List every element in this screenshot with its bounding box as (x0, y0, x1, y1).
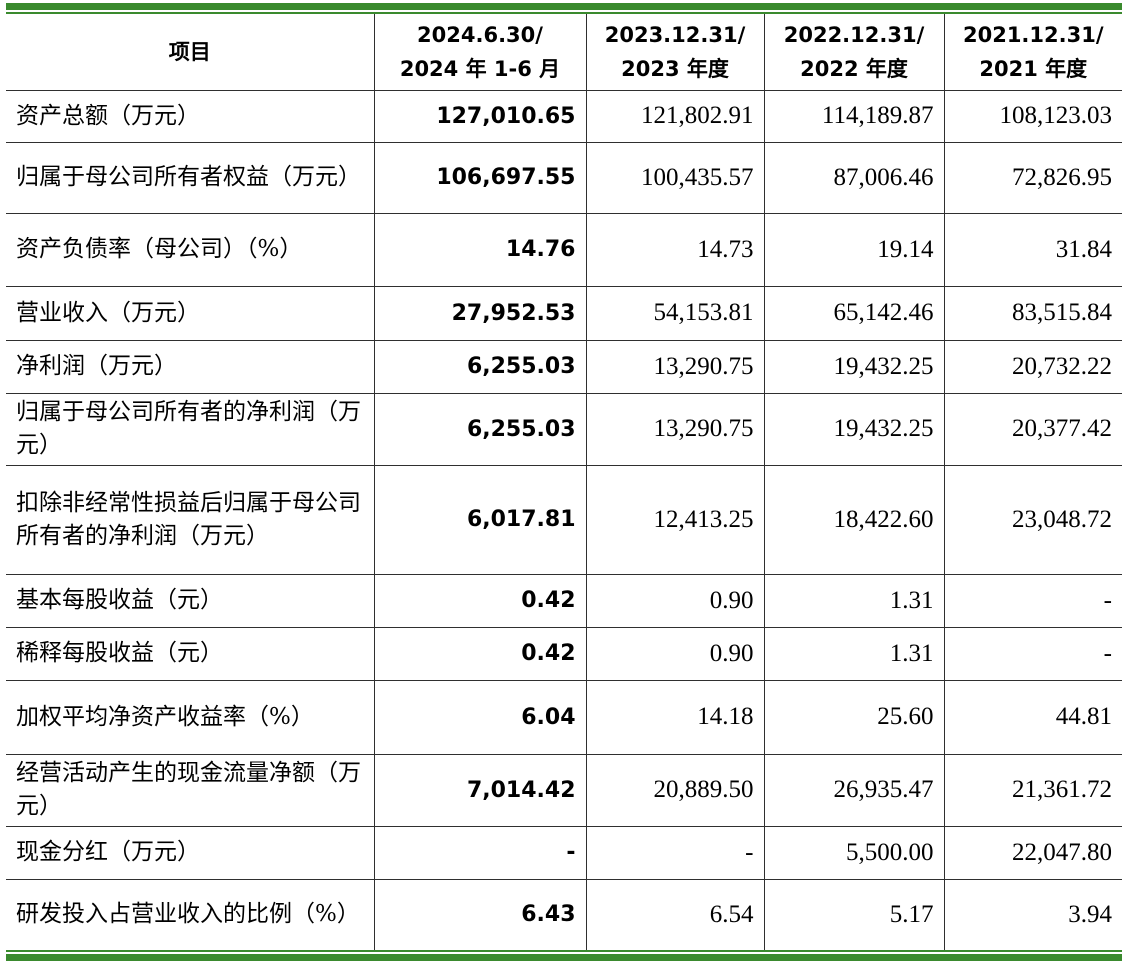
value-2023: 121,802.91 (585, 89, 765, 143)
header-col-2022: 2022.12.31/ 2022 年度 (763, 14, 945, 91)
value-2023: 14.18 (585, 679, 765, 755)
value-2021: 20,732.22 (943, 339, 1122, 394)
value-2021: 108,123.03 (943, 89, 1122, 143)
table-row: 基本每股收益（元） 0.42 0.90 1.31 - (6, 573, 1122, 628)
value-2023: 12,413.25 (585, 464, 765, 575)
header-col-line2: 2024 年 1-6 月 (399, 56, 561, 81)
table-row: 扣除非经常性损益后归属于母公司所有者的净利润（万元） 6,017.81 12,4… (6, 464, 1122, 575)
value-2022: 5,500.00 (763, 825, 945, 880)
financial-table-frame: 项目 2024.6.30/ 2024 年 1-6 月 2023.12.31/ 2… (6, 3, 1122, 961)
header-col-line2: 2021 年度 (979, 56, 1088, 81)
value-2022: 87,006.46 (763, 141, 945, 214)
value-2023: 20,889.50 (585, 753, 765, 827)
value-2024h1: 106,697.55 (373, 141, 587, 214)
header-row: 项目 2024.6.30/ 2024 年 1-6 月 2023.12.31/ 2… (6, 14, 1122, 91)
value-2022: 114,189.87 (763, 89, 945, 143)
value-2021: - (943, 573, 1122, 628)
header-item: 项目 (6, 14, 375, 91)
value-2021: 23,048.72 (943, 464, 1122, 575)
value-2021: 72,826.95 (943, 141, 1122, 214)
value-2023: 0.90 (585, 573, 765, 628)
row-label: 归属于母公司所有者的净利润（万元） (6, 392, 375, 466)
value-2024h1: 27,952.53 (373, 285, 587, 341)
row-label: 经营活动产生的现金流量净额（万元） (6, 753, 375, 827)
row-label: 资产总额（万元） (6, 89, 375, 143)
value-2023: 13,290.75 (585, 392, 765, 466)
table-row: 归属于母公司所有者权益（万元） 106,697.55 100,435.57 87… (6, 141, 1122, 214)
value-2021: 83,515.84 (943, 285, 1122, 341)
table-row: 稀释每股收益（元） 0.42 0.90 1.31 - (6, 626, 1122, 681)
value-2021: 20,377.42 (943, 392, 1122, 466)
top-rule-thin (6, 12, 1122, 14)
value-2024h1: 6.04 (373, 679, 587, 755)
table-row: 现金分红（万元） - - 5,500.00 22,047.80 (6, 825, 1122, 880)
value-2024h1: 6,017.81 (373, 464, 587, 575)
value-2021: - (943, 626, 1122, 681)
value-2022: 19,432.25 (763, 392, 945, 466)
header-col-line1: 2023.12.31/ (604, 22, 746, 47)
row-label: 加权平均净资产收益率（%） (6, 679, 375, 755)
row-label: 营业收入（万元） (6, 285, 375, 341)
table-row: 资产总额（万元） 127,010.65 121,802.91 114,189.8… (6, 89, 1122, 143)
value-2023: 14.73 (585, 212, 765, 287)
value-2022: 1.31 (763, 573, 945, 628)
value-2022: 19.14 (763, 212, 945, 287)
top-rule-thick (6, 3, 1122, 10)
table-row: 净利润（万元） 6,255.03 13,290.75 19,432.25 20,… (6, 339, 1122, 394)
header-col-line2: 2023 年度 (621, 56, 729, 81)
value-2024h1: 7,014.42 (373, 753, 587, 827)
value-2022: 18,422.60 (763, 464, 945, 575)
row-label: 净利润（万元） (6, 339, 375, 394)
value-2024h1: 0.42 (373, 626, 587, 681)
table-row: 资产负债率（母公司）（%） 14.76 14.73 19.14 31.84 (6, 212, 1122, 287)
value-2022: 1.31 (763, 626, 945, 681)
row-label: 资产负债率（母公司）（%） (6, 212, 375, 287)
value-2024h1: 14.76 (373, 212, 587, 287)
value-2024h1: 6,255.03 (373, 392, 587, 466)
header-col-2024h1: 2024.6.30/ 2024 年 1-6 月 (373, 14, 587, 91)
header-col-line2: 2022 年度 (800, 56, 908, 81)
value-2023: - (585, 825, 765, 880)
bottom-rule-thick (6, 954, 1122, 961)
value-2024h1: 6,255.03 (373, 339, 587, 394)
table-row: 加权平均净资产收益率（%） 6.04 14.18 25.60 44.81 (6, 679, 1122, 755)
value-2023: 6.54 (585, 878, 765, 950)
row-label: 归属于母公司所有者权益（万元） (6, 141, 375, 214)
value-2021: 21,361.72 (943, 753, 1122, 827)
value-2022: 26,935.47 (763, 753, 945, 827)
value-2024h1: 127,010.65 (373, 89, 587, 143)
header-col-2023: 2023.12.31/ 2023 年度 (585, 14, 765, 91)
row-label: 基本每股收益（元） (6, 573, 375, 628)
value-2021: 44.81 (943, 679, 1122, 755)
value-2023: 0.90 (585, 626, 765, 681)
table-row: 营业收入（万元） 27,952.53 54,153.81 65,142.46 8… (6, 285, 1122, 341)
value-2021: 31.84 (943, 212, 1122, 287)
value-2023: 13,290.75 (585, 339, 765, 394)
value-2021: 22,047.80 (943, 825, 1122, 880)
bottom-rule-thin (6, 950, 1122, 952)
row-label: 现金分红（万元） (6, 825, 375, 880)
value-2022: 19,432.25 (763, 339, 945, 394)
row-label: 研发投入占营业收入的比例（%） (6, 878, 375, 950)
row-label: 稀释每股收益（元） (6, 626, 375, 681)
header-col-2021: 2021.12.31/ 2021 年度 (943, 14, 1122, 91)
value-2024h1: 0.42 (373, 573, 587, 628)
value-2024h1: - (373, 825, 587, 880)
value-2024h1: 6.43 (373, 878, 587, 950)
header-col-line1: 2024.6.30/ (417, 22, 543, 47)
table-row: 归属于母公司所有者的净利润（万元） 6,255.03 13,290.75 19,… (6, 392, 1122, 466)
table-row: 经营活动产生的现金流量净额（万元） 7,014.42 20,889.50 26,… (6, 753, 1122, 827)
table-row: 研发投入占营业收入的比例（%） 6.43 6.54 5.17 3.94 (6, 878, 1122, 950)
value-2022: 65,142.46 (763, 285, 945, 341)
value-2022: 5.17 (763, 878, 945, 950)
header-col-line1: 2021.12.31/ (962, 22, 1104, 47)
value-2023: 54,153.81 (585, 285, 765, 341)
row-label: 扣除非经常性损益后归属于母公司所有者的净利润（万元） (6, 464, 375, 575)
value-2021: 3.94 (943, 878, 1122, 950)
value-2023: 100,435.57 (585, 141, 765, 214)
financial-data-table: 项目 2024.6.30/ 2024 年 1-6 月 2023.12.31/ 2… (6, 14, 1122, 950)
value-2022: 25.60 (763, 679, 945, 755)
header-col-line1: 2022.12.31/ (783, 22, 925, 47)
